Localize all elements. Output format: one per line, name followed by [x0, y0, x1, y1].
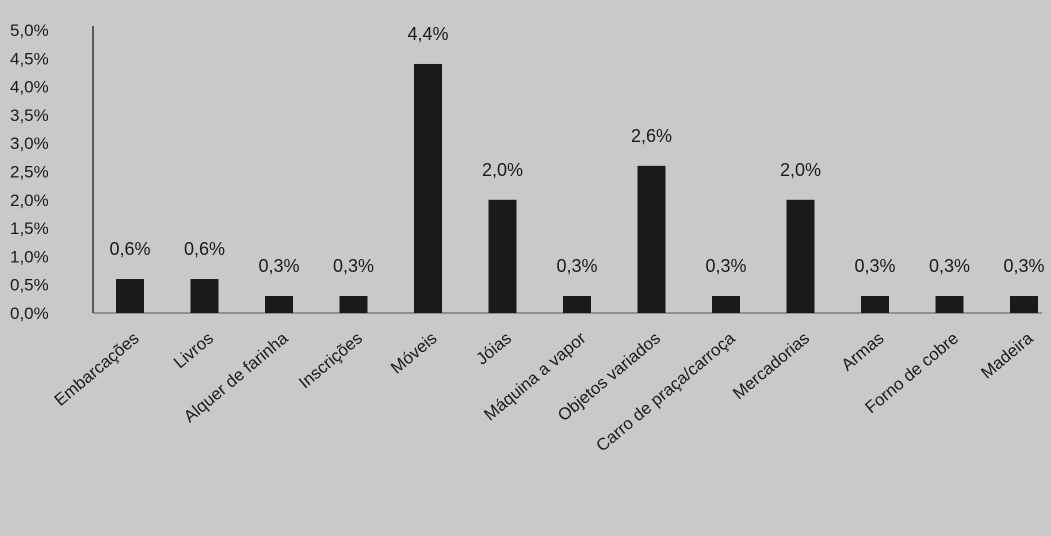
category-label: Móveis: [387, 329, 440, 378]
data-label: 4,4%: [407, 24, 448, 44]
y-tick-label: 3,5%: [10, 106, 49, 125]
bar: [712, 296, 740, 313]
data-label: 0,6%: [184, 239, 225, 259]
bar: [935, 296, 964, 313]
bar: [190, 279, 219, 313]
category-label: Carro de praça/carroça: [592, 328, 739, 455]
bar: [1010, 296, 1038, 313]
data-label: 0,3%: [854, 256, 895, 276]
y-tick-labels: 0,0% 0,5% 1,0% 1,5% 2,0% 2,5% 3,0% 3,5% 4,0% 4,5%…: [10, 21, 49, 323]
data-label: 0,3%: [333, 256, 374, 276]
y-tick-label: 3,0%: [10, 134, 49, 153]
data-label: 0,3%: [1003, 256, 1044, 276]
category-label: Inscrições: [295, 329, 366, 393]
bar: [265, 296, 293, 313]
y-tick-label: 0,0%: [10, 304, 49, 323]
data-labels: 0,6% 0,6% 0,3% 0,3% 4,4% 2,0% 0,3% 2,6% 0,3% 2,0%…: [109, 24, 1044, 276]
data-label: 0,6%: [109, 239, 150, 259]
y-tick-label: 1,5%: [10, 219, 49, 238]
y-tick-label: 1,0%: [10, 247, 49, 266]
data-label: 0,3%: [556, 256, 597, 276]
bar: [637, 165, 666, 313]
data-label: 2,0%: [780, 160, 821, 180]
bar: [563, 296, 591, 313]
y-tick-label: 0,5%: [10, 276, 49, 295]
bars: [116, 63, 1038, 314]
bar: [116, 279, 144, 313]
bar: [488, 199, 517, 313]
category-label: Mercadorias: [729, 329, 813, 404]
y-tick-label: 5,0%: [10, 21, 49, 40]
bar: [414, 63, 442, 314]
category-label: Livros: [170, 329, 217, 373]
data-label: 2,6%: [631, 126, 672, 146]
bar: [861, 296, 889, 313]
data-label: 0,3%: [705, 256, 746, 276]
category-label: Jóias: [472, 329, 515, 369]
bar: [786, 199, 815, 313]
y-tick-label: 2,0%: [10, 191, 49, 210]
y-tick-label: 4,0%: [10, 78, 49, 97]
bar: [339, 296, 368, 313]
y-tick-label: 2,5%: [10, 163, 49, 182]
category-label: Armas: [838, 329, 888, 375]
data-label: 0,3%: [258, 256, 299, 276]
category-label: Madeira: [977, 328, 1037, 382]
category-label: Embarcações: [51, 329, 143, 410]
data-label: 0,3%: [929, 256, 970, 276]
data-label: 2,0%: [482, 160, 523, 180]
y-tick-label: 4,5%: [10, 49, 49, 68]
